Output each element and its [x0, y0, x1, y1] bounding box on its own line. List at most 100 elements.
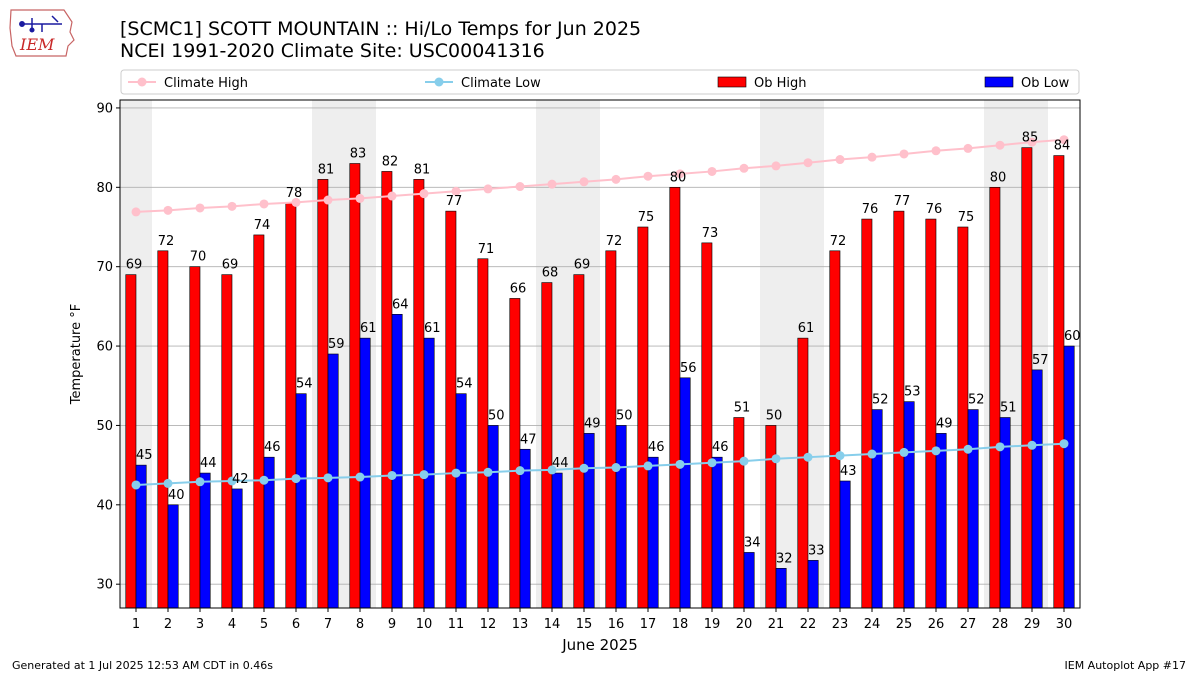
- ob-low-label: 64: [392, 297, 409, 312]
- bar-value-labels: 69 72 70 69 74 78 81 83 82 81 77 71 66 68 69 72 75 80 73 51…: [126, 131, 1081, 567]
- x-tick-label: 8: [356, 617, 364, 632]
- x-tick-label: 16: [608, 617, 625, 632]
- ob-high-label: 61: [798, 321, 815, 336]
- ob-low-bar: [1063, 345, 1075, 609]
- ob-low-bar: [743, 552, 755, 609]
- ob-high-label: 76: [862, 202, 879, 217]
- ob-low-bar: [839, 480, 851, 609]
- ob-high-label: 73: [702, 226, 719, 241]
- ob-high-label: 71: [478, 242, 495, 257]
- ob-low-label: 49: [936, 416, 953, 431]
- ob-low-label: 49: [584, 416, 601, 431]
- climate-low-point: [419, 470, 429, 480]
- climate-high-point: [195, 203, 205, 213]
- climate-low-point: [1027, 440, 1037, 450]
- ob-high-bar: [285, 202, 297, 609]
- ob-low-label: 51: [1000, 401, 1017, 416]
- legend-ob-low-swatch: [984, 76, 1014, 88]
- y-tick-label: 60: [96, 340, 113, 355]
- ob-low-bar: [455, 393, 467, 609]
- ob-low-bar: [679, 377, 691, 609]
- legend-climate-low-label: Climate Low: [461, 76, 541, 91]
- ob-low-bar: [231, 488, 243, 609]
- climate-high-point: [1027, 137, 1037, 147]
- climate-low-point: [611, 463, 621, 473]
- ob-low-label: 47: [520, 432, 537, 447]
- x-tick-label: 1: [132, 617, 140, 632]
- climate-high-point: [163, 205, 173, 215]
- x-tick-label: 9: [388, 617, 396, 632]
- ob-high-label: 81: [318, 162, 335, 177]
- x-tick-label: 18: [672, 617, 689, 632]
- climate-lines: [131, 135, 1069, 490]
- ob-high-label: 81: [414, 162, 431, 177]
- legend-climate-low-marker: [434, 77, 444, 87]
- climate-low-point: [291, 474, 301, 484]
- climate-low-point: [643, 461, 653, 471]
- x-tick-label: 28: [992, 617, 1009, 632]
- ob-high-bar: [509, 298, 521, 609]
- ob-low-bar: [1031, 369, 1043, 609]
- ob-high-label: 70: [190, 250, 207, 265]
- ob-high-label: 69: [574, 258, 591, 273]
- iem-logo-text: IEM: [19, 35, 55, 54]
- ob-low-bar: [199, 472, 211, 609]
- ob-high-bar: [125, 274, 137, 609]
- ob-low-bar: [391, 314, 403, 609]
- ob-high-bar: [381, 171, 393, 609]
- climate-high-point: [227, 201, 237, 211]
- climate-high-point: [483, 184, 493, 194]
- climate-high-point: [963, 143, 973, 153]
- ob-high-label: 68: [542, 266, 559, 281]
- climate-low-point: [131, 480, 141, 490]
- ob-high-bar: [669, 187, 681, 609]
- climate-low-point: [387, 470, 397, 480]
- ob-low-label: 52: [872, 393, 889, 408]
- climate-high-point: [579, 177, 589, 187]
- x-tick-label: 19: [704, 617, 721, 632]
- climate-high-point: [355, 193, 365, 203]
- climate-low-point: [547, 465, 557, 475]
- ob-high-bar: [605, 250, 617, 609]
- climate-low-point: [355, 472, 365, 482]
- x-tick-label: 12: [480, 617, 497, 632]
- ob-high-bar: [1053, 155, 1065, 609]
- ob-low-bar: [935, 433, 947, 609]
- ob-high-label: 75: [958, 210, 975, 225]
- x-tick-label: 26: [928, 617, 945, 632]
- ob-low-label: 60: [1064, 329, 1081, 344]
- ob-low-label: 44: [200, 456, 217, 471]
- ob-low-label: 54: [296, 377, 313, 392]
- ob-high-label: 80: [670, 170, 687, 185]
- y-axis: 30 40 50 60 70 80 90: [96, 101, 120, 593]
- climate-high-point: [259, 199, 269, 209]
- x-tick-label: 15: [576, 617, 593, 632]
- ob-low-label: 57: [1032, 353, 1049, 368]
- climate-low-point: [995, 442, 1005, 452]
- ob-low-label: 61: [360, 321, 377, 336]
- x-tick-label: 6: [292, 617, 300, 632]
- y-tick-label: 30: [96, 578, 113, 593]
- ob-high-label: 78: [286, 186, 303, 201]
- weather-instruments-icon: [19, 15, 62, 33]
- climate-low-point: [771, 454, 781, 464]
- x-tick-label: 5: [260, 617, 268, 632]
- ob-low-bar: [903, 401, 915, 609]
- climate-low-point: [739, 456, 749, 466]
- climate-high-line: [135, 138, 1065, 213]
- x-tick-label: 23: [832, 617, 849, 632]
- ob-high-bar: [829, 250, 841, 609]
- ob-low-label: 56: [680, 361, 697, 376]
- ob-high-bar: [701, 242, 713, 609]
- ob-low-label: 46: [648, 440, 665, 455]
- ob-high-bar: [157, 250, 169, 609]
- app-credit: IEM Autoplot App #17: [1064, 659, 1187, 672]
- legend-ob-low-label: Ob Low: [1021, 76, 1070, 91]
- x-tick-label: 20: [736, 617, 753, 632]
- climate-high-point: [739, 163, 749, 173]
- y-tick-label: 80: [96, 181, 113, 196]
- ob-low-label: 46: [264, 440, 281, 455]
- climate-low-point: [803, 452, 813, 462]
- climate-high-point: [419, 189, 429, 199]
